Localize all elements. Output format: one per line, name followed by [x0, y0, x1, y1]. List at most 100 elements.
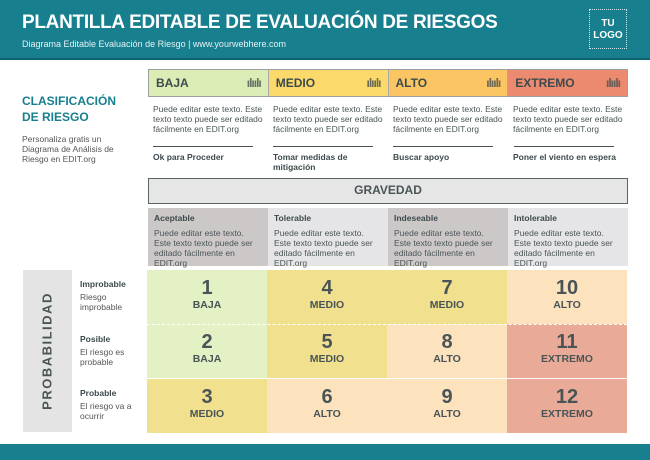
divider [514, 146, 614, 147]
cell-score: 3 [201, 386, 213, 408]
sidebar-title-line-1: CLASIFICACIÓN [22, 94, 116, 108]
row-label-desc: El riesgo es probable [80, 347, 125, 367]
matrix-cell: 8 ALTO [387, 324, 507, 378]
matrix-cell: 1 BAJA [147, 270, 267, 324]
cell-score: 6 [321, 386, 333, 408]
severity-label: Aceptable [154, 213, 195, 223]
matrix-cell: 7 MEDIO [387, 270, 507, 324]
cell-level: BAJA [192, 353, 222, 365]
matrix-cell: 5 MEDIO [267, 324, 387, 378]
level-action: Poner el viento en espera [513, 152, 616, 162]
cell-score: 5 [321, 331, 333, 353]
level-label: BAJA [156, 76, 189, 90]
level-label: EXTREMO [515, 76, 575, 90]
level-actions: Ok para Proceder Tomar medidas de mitiga… [148, 152, 628, 172]
level-desc: Puede editar este texto. Este texto text… [393, 104, 503, 134]
cell-level: EXTREMO [541, 408, 593, 420]
cell-score: 1 [201, 277, 213, 299]
divider [393, 146, 493, 147]
severity-desc: Puede editar este texto. Este texto text… [514, 228, 613, 268]
cell-score: 10 [555, 277, 579, 299]
sidebar-description: Personaliza gratis un Diagrama de Anális… [22, 134, 114, 164]
cell-level: MEDIO [309, 299, 345, 311]
cell-score: 4 [321, 277, 333, 299]
matrix-cell: 9 ALTO [387, 379, 507, 433]
divider [273, 146, 373, 147]
severity-label: Intolerable [514, 213, 557, 223]
level-medio: MEDIO ılıılı [267, 70, 388, 96]
footer-bar [0, 444, 650, 460]
level-baja: BAJA ılıılı [149, 70, 268, 96]
page-title: PLANTILLA EDITABLE DE EVALUACIÓN DE RIES… [22, 12, 498, 33]
cell-score: 11 [556, 331, 578, 353]
cell-level: BAJA [192, 299, 222, 311]
soundwave-icon: ılıılı [605, 76, 621, 90]
row-divider [147, 378, 627, 379]
matrix-cell: 2 BAJA [147, 324, 267, 378]
matrix-cell: 4 MEDIO [267, 270, 387, 324]
level-action: Buscar apoyo [393, 152, 450, 162]
header-banner: PLANTILLA EDITABLE DE EVALUACIÓN DE RIES… [0, 0, 650, 60]
row-label-title: Posible [80, 334, 111, 344]
logo-line-1: TU [601, 18, 615, 29]
logo-line-2: LOGO [593, 30, 623, 41]
probabilidad-bar [23, 270, 72, 432]
sidebar-title: CLASIFICACIÓN DE RIESGO [22, 93, 132, 125]
soundwave-icon: ılıılı [486, 76, 501, 90]
cell-level: ALTO [433, 408, 461, 420]
severity-desc: Puede editar este texto. Este texto text… [154, 228, 253, 268]
row-label-probable: Probable El riesgo va a ocurrir [80, 388, 142, 421]
severity-label: Tolerable [274, 213, 312, 223]
cell-level: ALTO [433, 353, 461, 365]
cell-level: MEDIO [429, 299, 465, 311]
cell-score: 7 [441, 277, 453, 299]
matrix-cell: 6 ALTO [267, 379, 387, 433]
severity-indeseable: Indeseable Puede editar este texto. Este … [388, 208, 508, 268]
level-descriptions: Puede editar este texto. Este texto text… [148, 104, 628, 134]
matrix-cell: 11 EXTREMO [507, 324, 627, 378]
cell-level: ALTO [313, 408, 341, 420]
severity-tolerable: Tolerable Puede editar este texto. Este t… [268, 208, 388, 268]
level-label: MEDIO [275, 76, 316, 90]
probabilidad-label: PROBABILIDAD [39, 292, 55, 410]
level-desc: Puede editar este texto. Este texto text… [153, 104, 263, 134]
divider [153, 146, 253, 147]
level-label: ALTO [395, 76, 428, 90]
row-label-desc: El riesgo va a ocurrir [80, 401, 132, 421]
level-desc: Puede editar este texto. Este texto text… [513, 104, 623, 134]
level-action: Tomar medidas de mitigación [273, 152, 348, 172]
severity-label: Indeseable [394, 213, 438, 223]
cell-score: 2 [201, 331, 213, 353]
severity-aceptable: Aceptable Puede editar este texto. Este t… [148, 208, 268, 268]
cell-level: EXTREMO [541, 353, 593, 365]
cell-level: MEDIO [189, 408, 225, 420]
row-label-title: Improbable [80, 279, 126, 289]
severity-intolerable: Intolerable Puede editar este texto. Este… [508, 208, 628, 268]
row-label-title: Probable [80, 388, 117, 398]
cell-score: 12 [555, 386, 579, 408]
cell-level: ALTO [553, 299, 581, 311]
level-extremo: EXTREMO ılıılı [507, 70, 627, 96]
row-label-improbable: Improbable Riesgo improbable [80, 279, 142, 312]
matrix-cell: 3 MEDIO [147, 379, 267, 433]
severity-desc: Puede editar este texto. Este texto text… [274, 228, 373, 268]
severity-columns: Aceptable Puede editar este texto. Este t… [148, 208, 628, 268]
cell-score: 9 [441, 386, 453, 408]
risk-matrix: 1 BAJA 4 MEDIO 7 MEDIO 10 ALTO 2 BAJA 5 MEDIO … [147, 270, 627, 433]
level-alto: ALTO ılıılı [387, 70, 508, 96]
logo-placeholder: TU LOGO [589, 9, 627, 49]
soundwave-icon: ılıılı [366, 76, 381, 90]
row-divider [147, 324, 627, 325]
sidebar-title-line-2: DE RIESGO [22, 110, 89, 124]
page-subtitle: Diagrama Editable Evaluación de Riesgo |… [22, 39, 286, 49]
level-action: Ok para Proceder [153, 152, 224, 162]
matrix-cell: 10 ALTO [507, 270, 627, 324]
row-label-posible: Posible El riesgo es probable [80, 334, 142, 367]
risk-levels-bar: BAJA ılıılı MEDIO ılıılı ALTO ılıılı EXTREM… [148, 69, 628, 97]
severity-desc: Puede editar este texto. Este texto text… [394, 228, 493, 268]
level-desc: Puede editar este texto. Este texto text… [273, 104, 383, 134]
row-label-desc: Riesgo improbable [80, 292, 123, 312]
cell-score: 8 [441, 331, 453, 353]
gravedad-header: GRAVEDAD [148, 178, 628, 204]
cell-level: MEDIO [309, 353, 345, 365]
